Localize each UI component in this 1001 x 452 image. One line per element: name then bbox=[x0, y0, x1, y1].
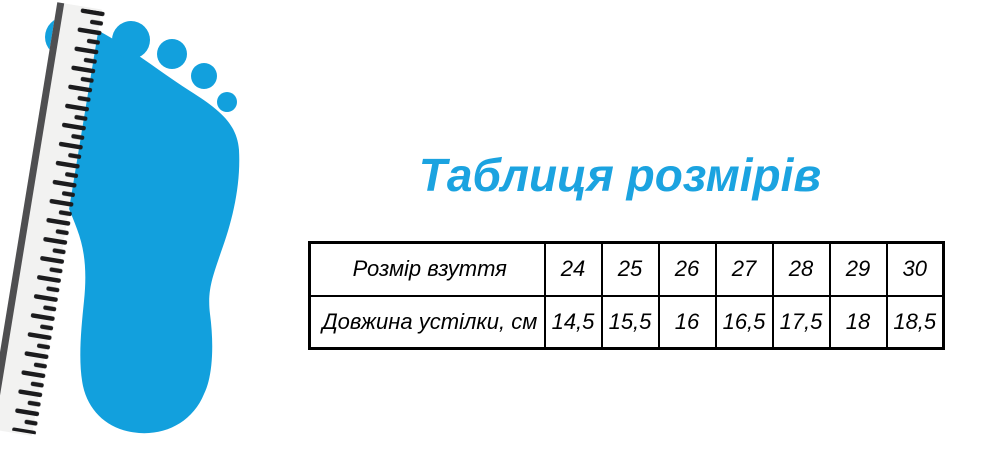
toe-middle bbox=[157, 39, 187, 69]
row-label-insole-length: Довжина устілки, см bbox=[308, 294, 546, 350]
toe-second bbox=[112, 21, 150, 59]
size-cell: 28 bbox=[771, 241, 831, 297]
toe-pinky bbox=[217, 92, 237, 112]
size-cell: 30 bbox=[885, 241, 945, 297]
size-cell: 26 bbox=[657, 241, 717, 297]
length-cell: 18,5 bbox=[885, 294, 945, 350]
size-cell: 24 bbox=[543, 241, 603, 297]
page-title: Таблиця розмірів bbox=[418, 149, 822, 201]
length-cell: 17,5 bbox=[771, 294, 831, 350]
row-label-shoe-size: Розмір взуття bbox=[308, 241, 546, 297]
foot-measurement-illustration bbox=[0, 2, 240, 436]
size-cell: 27 bbox=[714, 241, 774, 297]
toe-fourth bbox=[191, 63, 217, 89]
size-table: Розмір взуття 24 25 26 27 28 29 30 Довжи… bbox=[308, 241, 945, 350]
length-cell: 16 bbox=[657, 294, 717, 350]
length-cell: 15,5 bbox=[600, 294, 660, 350]
ruler-left-edge bbox=[0, 2, 65, 430]
length-cell: 16,5 bbox=[714, 294, 774, 350]
size-cell: 25 bbox=[600, 241, 660, 297]
ruler-icon bbox=[0, 2, 106, 436]
ruler-tick-strip bbox=[11, 8, 106, 435]
length-cell: 18 bbox=[828, 294, 888, 350]
size-cell: 29 bbox=[828, 241, 888, 297]
foot-sole-shape bbox=[48, 30, 240, 434]
table-row-shoe-size: Розмір взуття 24 25 26 27 28 29 30 bbox=[308, 241, 945, 297]
length-cell: 14,5 bbox=[543, 294, 603, 350]
table-row-insole-length: Довжина устілки, см 14,5 15,5 16 16,5 17… bbox=[308, 294, 945, 350]
